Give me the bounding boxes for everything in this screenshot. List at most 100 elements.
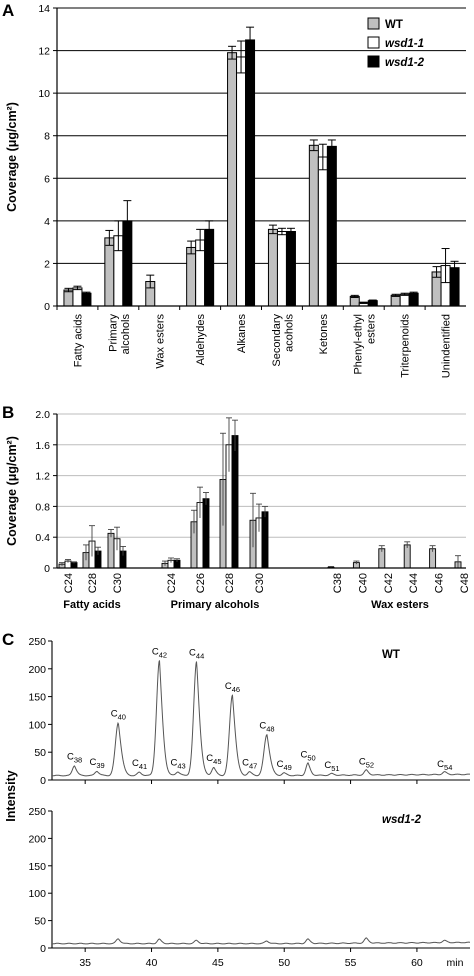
y-tick-label-c: 50 — [34, 916, 46, 928]
bar-wsd1-2-ketones — [326, 145, 337, 307]
peak-label-c48: C48 — [259, 720, 274, 733]
bar-wsd1-1-secondary-acohols — [276, 231, 287, 307]
panel-b-axes: 0 0.4 0.8 1.2 1.6 2.0 C24 C28 C30 C24 C26 C28 C30 C38… — [35, 409, 471, 611]
y-tick-label-a: 6 — [44, 173, 50, 185]
bar-wt-fatty-acids — [63, 289, 74, 307]
panel-b-bars — [58, 417, 462, 569]
trace-line-wsd1-2 — [52, 937, 470, 945]
legend-label-wsd1-2: wsd1-2 — [385, 57, 425, 69]
y-tick-label-c: 0 — [40, 775, 46, 787]
bar-wt-c30-2 — [107, 532, 115, 569]
peak-label-c45: C45 — [206, 753, 221, 766]
y-tick-label-a: 8 — [44, 131, 50, 143]
category-label-c28-1: C28 — [87, 573, 99, 593]
legend-swatch-wsd1-2 — [367, 55, 380, 68]
x-axis-label-c: min — [447, 957, 464, 969]
y-tick-label-c: 50 — [34, 747, 46, 759]
chromatogram-wsd1-2: 0 50 100 150 200 250 wsd1-2 — [28, 806, 470, 955]
bar-wt-alkanes — [227, 52, 238, 307]
category-label-c26-4: C26 — [195, 573, 207, 593]
panel-letter-a: A — [2, 1, 14, 20]
trace-line-wt — [52, 660, 470, 777]
x-tick-label-c: 50 — [278, 957, 290, 969]
bar-wt-aldehydes — [186, 246, 197, 307]
panel-a-y-axis-label: Coverage (μg/cm²) — [5, 102, 19, 212]
y-tick-label-b: 0 — [44, 563, 50, 575]
group-label-fatty-acids: Fatty acids — [63, 599, 120, 611]
y-tick-label-a: 14 — [38, 3, 50, 15]
y-tick-label-c: 0 — [40, 943, 46, 955]
x-tick-label-c: 60 — [411, 957, 423, 969]
category-label-triterpenoids: Triterpenoids — [400, 314, 412, 378]
y-tick-label-b: 2.0 — [35, 409, 50, 421]
bar-wt-triterpenoids — [390, 294, 401, 307]
bar-wsd1-1-ketones — [317, 156, 328, 307]
peak-label-c46: C46 — [225, 681, 240, 694]
x-tick-label-c: 45 — [212, 957, 224, 969]
panel-c-chromatograms: 0 50 100 150 200 250 WT C38 C39 C40 C41 C42 C43 C44 C4… — [4, 636, 470, 969]
category-label-phenyl-ethyl-esters: Phenyl-ethylesters — [353, 314, 378, 375]
panel-a-chart: 0 2 4 6 8 10 12 14 Fatty acids Primaryalcohols Wax… — [5, 3, 466, 378]
panel-b-chart: 0 0.4 0.8 1.2 1.6 2.0 C24 C28 C30 C24 C26 C28 C30 C38… — [5, 409, 471, 611]
peak-label-c40: C40 — [111, 709, 126, 722]
bar-wsd1-2-c28-5 — [231, 435, 239, 569]
y-tick-label-a: 2 — [44, 258, 50, 270]
panel-a-bars — [63, 26, 460, 307]
legend-swatch-wt — [367, 17, 380, 30]
y-tick-label-a: 4 — [44, 216, 50, 228]
y-tick-label-b: 1.2 — [35, 471, 50, 483]
category-label-alkanes: Alkanes — [236, 314, 248, 354]
bar-wsd1-1-alkanes — [236, 56, 247, 307]
bar-wsd1-2-secondary-acohols — [285, 231, 296, 307]
category-label-fatty-acids: Fatty acids — [72, 314, 84, 368]
y-tick-label-c: 150 — [28, 692, 46, 704]
x-tick-label-c: 55 — [345, 957, 357, 969]
y-tick-label-c: 250 — [28, 636, 46, 648]
bar-wsd1-2-alkanes — [245, 39, 256, 307]
peak-label-c51: C51 — [324, 760, 339, 773]
category-label-c28-5: C28 — [224, 573, 236, 593]
bar-wsd1-2-c24-0 — [70, 562, 78, 569]
y-tick-label-b: 1.6 — [35, 440, 50, 452]
y-tick-label-a: 12 — [38, 46, 50, 58]
category-label-c24-3: C24 — [166, 573, 178, 593]
peak-label-c47: C47 — [242, 758, 257, 771]
bar-wsd1-1-triterpenoids — [399, 293, 410, 307]
peak-label-c41: C41 — [132, 758, 147, 771]
peak-label-c54: C54 — [437, 759, 452, 772]
category-label-c30-2: C30 — [112, 573, 124, 593]
peak-label-c44: C44 — [189, 648, 204, 661]
bar-wsd1-2-triterpenoids — [408, 292, 419, 307]
peak-label-c50: C50 — [300, 749, 315, 762]
category-label-c48-12: C48 — [459, 573, 471, 593]
group-label-primary-alcohols: Primary alcohols — [171, 599, 260, 611]
bar-wsd1-2-fatty-acids — [81, 292, 92, 307]
category-label-c40-8: C40 — [357, 573, 369, 593]
peak-label-c39: C39 — [90, 757, 105, 770]
category-label-c44-10: C44 — [408, 573, 420, 593]
y-tick-label-c: 100 — [28, 888, 46, 900]
category-label-c42-9: C42 — [383, 573, 395, 593]
y-tick-label-c: 100 — [28, 719, 46, 731]
bar-wt-secondary-acohols — [267, 228, 278, 307]
y-tick-label-b: 0.4 — [35, 532, 50, 544]
category-label-primary-alcohols: Primaryalcohols — [107, 314, 132, 355]
y-tick-label-b: 0.8 — [35, 501, 50, 513]
chromatogram-wt: 0 50 100 150 200 250 WT C38 C39 C40 C41 C42 C43 C44 C4… — [28, 636, 470, 787]
trace-label-wsd1-2: wsd1-2 — [382, 814, 422, 826]
legend-label-wsd1-1: wsd1-1 — [385, 38, 424, 50]
panel-a-legend: WT wsd1-1 wsd1-2 — [367, 17, 425, 69]
bar-wt-c44-10 — [403, 544, 411, 569]
category-label-aldehydes: Aldehydes — [195, 314, 207, 366]
panel-letter-b: B — [2, 403, 14, 422]
panel-a-axes: 0 2 4 6 8 10 12 14 Fatty acids Primaryalcohols Wax… — [38, 3, 466, 378]
category-label-wax-esters: Wax esters — [154, 314, 166, 369]
category-label-c38-7: C38 — [332, 573, 344, 593]
trace-label-wt: WT — [382, 649, 400, 661]
y-tick-label-a: 10 — [38, 88, 50, 100]
bar-wt-ketones — [308, 144, 319, 307]
legend-label-wt: WT — [385, 19, 403, 31]
legend-swatch-wsd1-1 — [367, 36, 380, 49]
bar-wsd1-1-fatty-acids — [72, 287, 83, 307]
